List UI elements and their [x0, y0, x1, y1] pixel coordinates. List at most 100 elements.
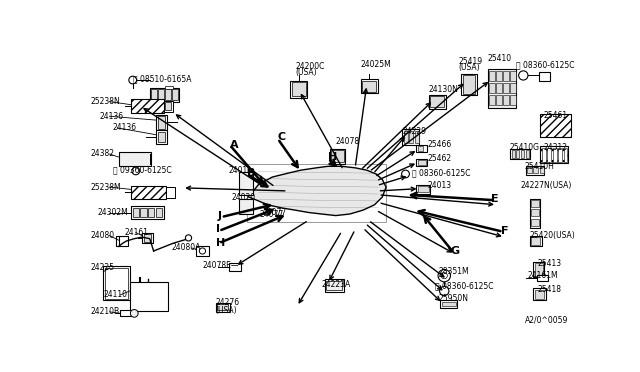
- Text: S: S: [404, 171, 407, 176]
- Text: Ⓢ 08360-6125C: Ⓢ 08360-6125C: [435, 281, 493, 290]
- Bar: [157, 132, 165, 142]
- Text: C: C: [278, 132, 285, 142]
- Bar: [417, 185, 430, 194]
- Bar: [142, 232, 153, 243]
- Bar: [239, 172, 253, 195]
- Text: 24312: 24312: [543, 142, 568, 151]
- Text: 24130N: 24130N: [429, 85, 459, 94]
- Text: I: I: [216, 224, 220, 234]
- Text: 24136: 24136: [99, 112, 124, 121]
- Bar: [511, 150, 515, 158]
- Bar: [418, 186, 429, 192]
- Text: 25410G: 25410G: [509, 142, 540, 151]
- Text: S: S: [134, 169, 138, 173]
- Bar: [415, 131, 419, 143]
- Bar: [540, 167, 544, 173]
- Bar: [246, 164, 386, 222]
- Text: 24223A: 24223A: [322, 280, 351, 289]
- Bar: [330, 148, 345, 164]
- Bar: [150, 88, 179, 102]
- Bar: [360, 79, 378, 93]
- Text: 24161: 24161: [125, 228, 149, 237]
- Ellipse shape: [441, 273, 447, 279]
- Bar: [140, 208, 147, 217]
- Text: 25238M: 25238M: [91, 183, 122, 192]
- Bar: [103, 266, 129, 300]
- Ellipse shape: [440, 286, 449, 296]
- Bar: [496, 96, 502, 106]
- Bar: [131, 99, 164, 113]
- Bar: [558, 148, 562, 162]
- Bar: [196, 246, 209, 256]
- Bar: [132, 208, 139, 217]
- Bar: [417, 145, 428, 153]
- Text: 24161M: 24161M: [528, 271, 559, 280]
- Ellipse shape: [186, 235, 191, 241]
- Bar: [119, 153, 151, 166]
- Bar: [533, 288, 546, 300]
- Text: J: J: [218, 211, 222, 221]
- Bar: [531, 209, 539, 217]
- Bar: [164, 101, 173, 112]
- Bar: [547, 148, 551, 162]
- Text: Ⓢ 08360-6125C: Ⓢ 08360-6125C: [516, 60, 574, 69]
- Bar: [166, 187, 175, 198]
- Bar: [131, 206, 164, 219]
- Text: S: S: [442, 289, 446, 294]
- Text: 24210B: 24210B: [91, 307, 120, 316]
- Text: (USA): (USA): [216, 306, 237, 315]
- Bar: [533, 262, 544, 277]
- Text: Ⓢ 08510-6165A: Ⓢ 08510-6165A: [132, 74, 191, 83]
- Ellipse shape: [129, 76, 136, 84]
- Bar: [535, 289, 544, 299]
- Bar: [156, 130, 167, 144]
- Text: 24276: 24276: [216, 298, 240, 307]
- Text: 25410: 25410: [488, 54, 512, 63]
- Bar: [503, 96, 509, 106]
- Bar: [510, 96, 516, 106]
- Bar: [290, 81, 307, 98]
- Text: 25413: 25413: [537, 259, 561, 268]
- Bar: [489, 71, 495, 81]
- Text: 28351M: 28351M: [438, 267, 468, 276]
- Text: S: S: [522, 73, 525, 78]
- Bar: [540, 146, 568, 163]
- Bar: [510, 71, 516, 81]
- Text: E: E: [491, 194, 499, 203]
- Bar: [521, 150, 524, 158]
- Bar: [417, 158, 428, 166]
- Bar: [553, 148, 557, 162]
- Text: 25419: 25419: [458, 57, 483, 66]
- Ellipse shape: [438, 269, 451, 282]
- Bar: [156, 208, 162, 217]
- Bar: [529, 235, 542, 246]
- Text: Ⓢ 09360-6125C: Ⓢ 09360-6125C: [113, 165, 171, 174]
- Bar: [148, 208, 154, 217]
- Bar: [537, 275, 548, 281]
- Bar: [404, 131, 408, 143]
- Bar: [217, 304, 228, 310]
- Text: 24025M: 24025M: [360, 60, 391, 69]
- Bar: [165, 89, 171, 100]
- Bar: [488, 69, 516, 108]
- Bar: [429, 95, 446, 109]
- Bar: [489, 96, 495, 106]
- Ellipse shape: [132, 167, 140, 175]
- Text: H: H: [328, 152, 337, 162]
- Text: 24011: 24011: [229, 166, 253, 174]
- Text: 24080A: 24080A: [172, 243, 201, 253]
- Text: 25461: 25461: [543, 111, 568, 120]
- Bar: [540, 114, 572, 137]
- Bar: [239, 199, 253, 214]
- Text: 24136: 24136: [113, 123, 137, 132]
- Bar: [362, 81, 376, 92]
- Bar: [325, 279, 344, 292]
- Bar: [564, 148, 568, 162]
- Text: Ⓢ 08360-6125C: Ⓢ 08360-6125C: [412, 168, 470, 177]
- Bar: [156, 115, 167, 130]
- Bar: [516, 150, 520, 158]
- Text: 24225: 24225: [91, 263, 115, 272]
- Bar: [510, 148, 531, 159]
- Bar: [410, 131, 413, 143]
- Text: 24080: 24080: [91, 231, 115, 240]
